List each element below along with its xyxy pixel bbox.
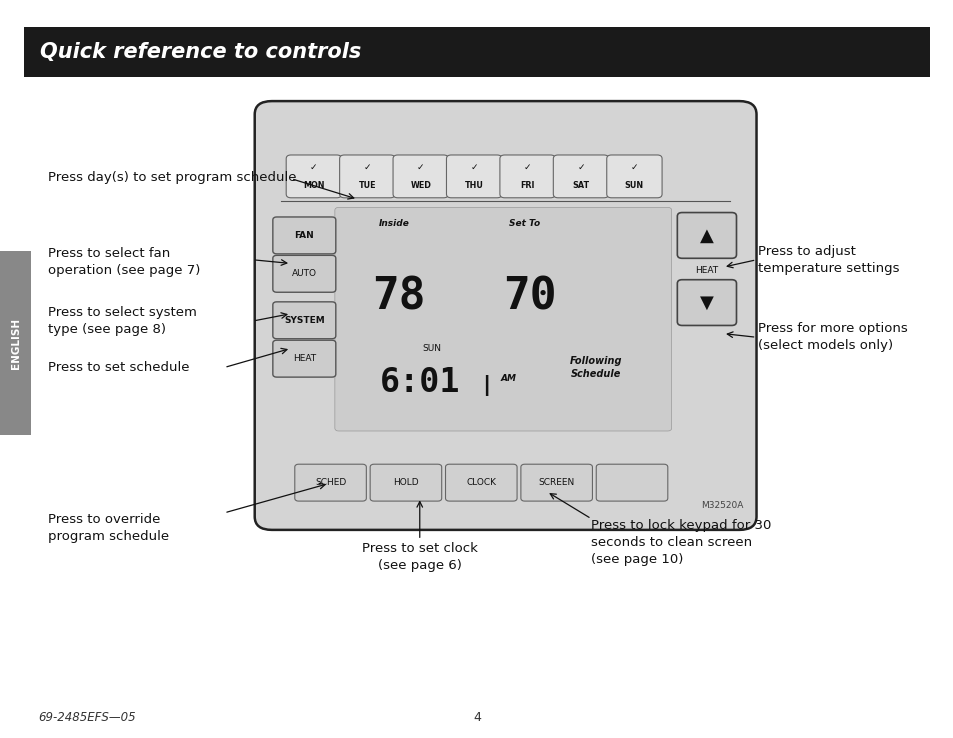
Text: SCREEN: SCREEN <box>538 478 574 487</box>
Text: Press to select fan
operation (see page 7): Press to select fan operation (see page … <box>48 247 200 277</box>
Text: ▼: ▼ <box>700 294 713 311</box>
Text: Press day(s) to set program schedule: Press day(s) to set program schedule <box>48 170 295 184</box>
Text: SAT: SAT <box>572 181 589 190</box>
Text: ✓: ✓ <box>310 163 317 173</box>
Text: HOLD: HOLD <box>393 478 418 487</box>
FancyBboxPatch shape <box>273 340 335 377</box>
Text: ✓: ✓ <box>523 163 531 173</box>
FancyBboxPatch shape <box>446 155 501 198</box>
FancyBboxPatch shape <box>677 213 736 258</box>
FancyBboxPatch shape <box>273 255 335 292</box>
Text: CLOCK: CLOCK <box>466 478 496 487</box>
FancyBboxPatch shape <box>596 464 667 501</box>
Text: 70: 70 <box>502 276 556 319</box>
Text: SUN: SUN <box>422 344 441 353</box>
Text: ✓: ✓ <box>363 163 371 173</box>
Text: Following
Schedule: Following Schedule <box>569 356 622 379</box>
Text: SUN: SUN <box>624 181 643 190</box>
Text: 78: 78 <box>372 276 425 319</box>
Text: ENGLISH: ENGLISH <box>10 317 21 369</box>
Text: Quick reference to controls: Quick reference to controls <box>40 42 361 63</box>
FancyBboxPatch shape <box>370 464 441 501</box>
Text: Press to set schedule: Press to set schedule <box>48 361 189 374</box>
Text: Press to lock keypad for 30
seconds to clean screen
(see page 10): Press to lock keypad for 30 seconds to c… <box>591 519 771 566</box>
Text: ✓: ✓ <box>470 163 477 173</box>
Text: FRI: FRI <box>519 181 535 190</box>
Text: 4: 4 <box>473 711 480 724</box>
FancyBboxPatch shape <box>553 155 608 198</box>
Text: AM: AM <box>500 374 517 383</box>
Text: Press to override
program schedule: Press to override program schedule <box>48 513 169 542</box>
Text: ▲: ▲ <box>700 227 713 244</box>
Text: ✓: ✓ <box>630 163 638 173</box>
FancyBboxPatch shape <box>393 155 448 198</box>
Text: SYSTEM: SYSTEM <box>284 316 324 325</box>
FancyBboxPatch shape <box>335 207 671 431</box>
Text: WED: WED <box>410 181 431 190</box>
Text: Press for more options
(select models only): Press for more options (select models on… <box>758 323 907 352</box>
FancyBboxPatch shape <box>273 302 335 339</box>
FancyBboxPatch shape <box>520 464 592 501</box>
Text: HEAT: HEAT <box>293 354 315 363</box>
FancyBboxPatch shape <box>499 155 555 198</box>
FancyBboxPatch shape <box>339 155 395 198</box>
FancyBboxPatch shape <box>445 464 517 501</box>
FancyBboxPatch shape <box>24 27 929 77</box>
FancyBboxPatch shape <box>606 155 661 198</box>
FancyBboxPatch shape <box>0 251 31 435</box>
FancyBboxPatch shape <box>677 280 736 325</box>
FancyBboxPatch shape <box>294 464 366 501</box>
FancyBboxPatch shape <box>273 217 335 254</box>
Text: FAN: FAN <box>294 231 314 240</box>
Text: |: | <box>482 375 490 396</box>
Text: ✓: ✓ <box>416 163 424 173</box>
Text: SCHED: SCHED <box>314 478 346 487</box>
Text: M32520A: M32520A <box>700 501 742 510</box>
Text: ✓: ✓ <box>577 163 584 173</box>
FancyBboxPatch shape <box>286 155 341 198</box>
Text: Press to adjust
temperature settings: Press to adjust temperature settings <box>758 245 899 275</box>
Text: 69-2485EFS—05: 69-2485EFS—05 <box>38 711 135 724</box>
Text: Press to select system
type (see page 8): Press to select system type (see page 8) <box>48 306 196 336</box>
Text: MON: MON <box>303 181 324 190</box>
Text: Press to set clock
(see page 6): Press to set clock (see page 6) <box>361 542 477 572</box>
Text: TUE: TUE <box>358 181 375 190</box>
Text: Set To: Set To <box>509 219 539 228</box>
Text: THU: THU <box>464 181 483 190</box>
Text: Inside: Inside <box>378 219 409 228</box>
Text: 6:01: 6:01 <box>379 366 459 399</box>
Text: HEAT: HEAT <box>695 266 718 275</box>
Text: AUTO: AUTO <box>292 269 316 278</box>
FancyBboxPatch shape <box>254 101 756 530</box>
